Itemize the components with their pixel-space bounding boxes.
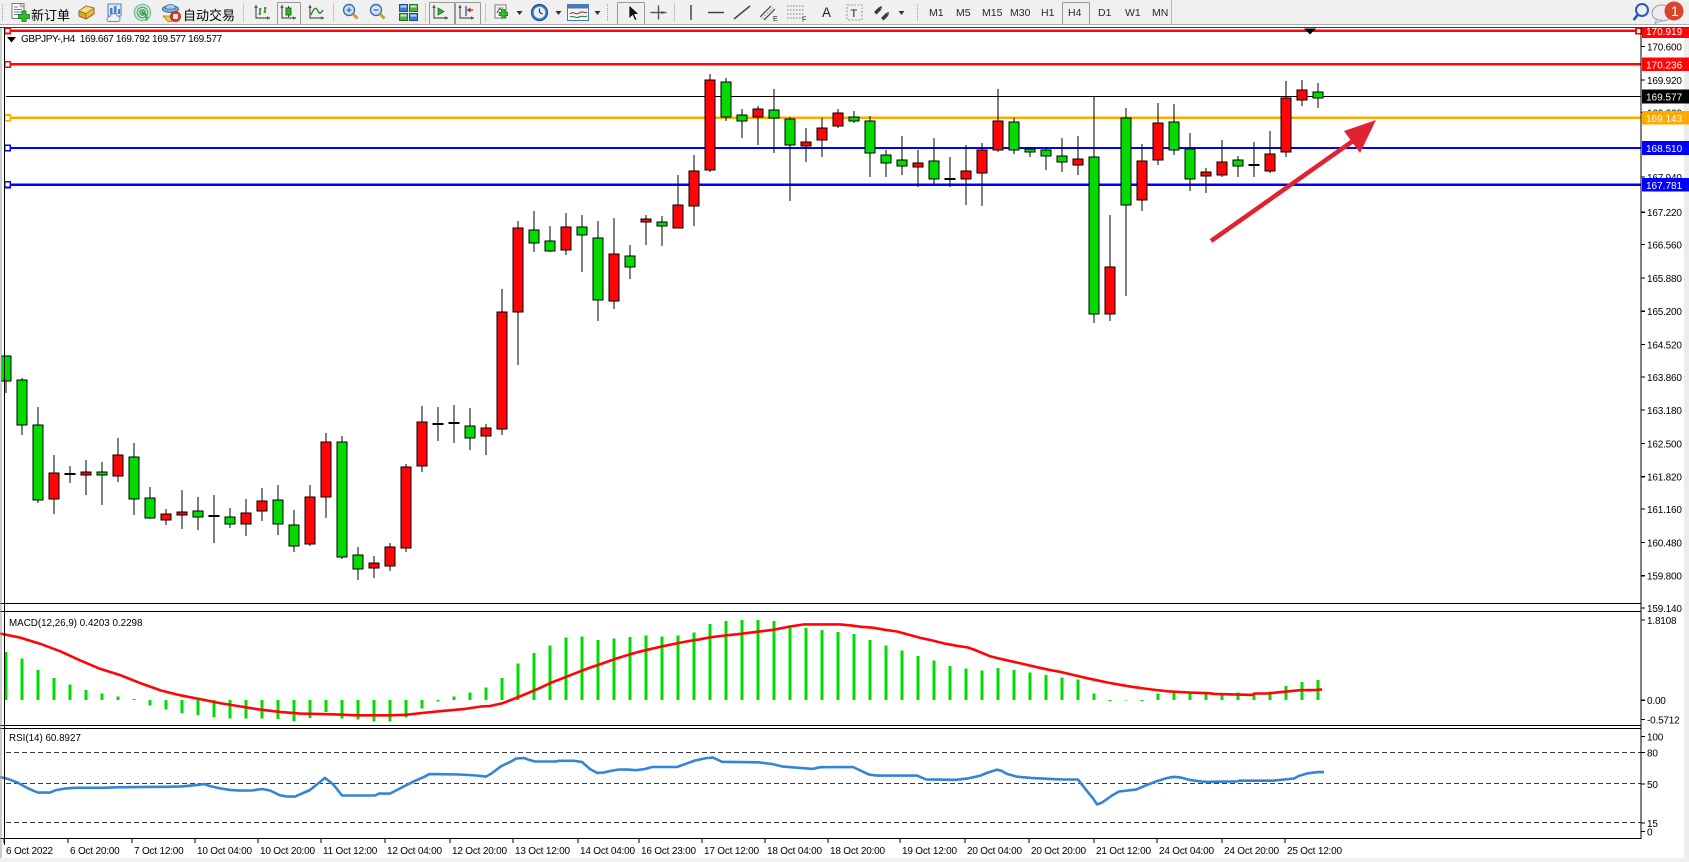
svg-text:12 Oct 04:00: 12 Oct 04:00 <box>387 846 442 857</box>
svg-text:159.140: 159.140 <box>1647 604 1682 615</box>
svg-text:168.510: 168.510 <box>1646 144 1683 155</box>
svg-text:11 Oct 12:00: 11 Oct 12:00 <box>323 846 378 857</box>
svg-text:T: T <box>851 8 858 20</box>
svg-text:160.480: 160.480 <box>1647 538 1682 549</box>
svg-text:18 Oct 20:00: 18 Oct 20:00 <box>830 846 885 857</box>
svg-text:169.920: 169.920 <box>1647 76 1682 87</box>
svg-text:167.220: 167.220 <box>1647 208 1682 219</box>
svg-text:161.820: 161.820 <box>1647 473 1682 484</box>
svg-text:12 Oct 20:00: 12 Oct 20:00 <box>452 846 507 857</box>
svg-text:13 Oct 12:00: 13 Oct 12:00 <box>515 846 570 857</box>
svg-text:RSI(14) 60.8927: RSI(14) 60.8927 <box>9 733 81 744</box>
svg-text:6 Oct 2022: 6 Oct 2022 <box>6 846 54 857</box>
svg-text:161.160: 161.160 <box>1647 505 1682 516</box>
svg-text:14 Oct 04:00: 14 Oct 04:00 <box>580 846 635 857</box>
svg-text:50: 50 <box>1647 780 1658 791</box>
svg-text:18 Oct 04:00: 18 Oct 04:00 <box>767 846 822 857</box>
svg-text:169.143: 169.143 <box>1646 114 1683 125</box>
svg-text:100: 100 <box>1647 733 1664 744</box>
svg-text:1.8108: 1.8108 <box>1647 616 1677 627</box>
svg-text:20 Oct 20:00: 20 Oct 20:00 <box>1031 846 1086 857</box>
svg-text:163.860: 163.860 <box>1647 373 1682 384</box>
svg-text:159.800: 159.800 <box>1647 572 1682 583</box>
svg-text:80: 80 <box>1647 748 1658 759</box>
svg-text:169.577: 169.577 <box>1646 93 1683 104</box>
svg-text:F: F <box>802 17 806 23</box>
svg-text:10 Oct 04:00: 10 Oct 04:00 <box>197 846 252 857</box>
svg-text:163.180: 163.180 <box>1647 406 1682 417</box>
svg-text:164.520: 164.520 <box>1647 341 1682 352</box>
svg-text:-0.5712: -0.5712 <box>1647 716 1680 727</box>
svg-text:166.560: 166.560 <box>1647 241 1682 252</box>
svg-text:15: 15 <box>1647 819 1658 830</box>
svg-text:162.500: 162.500 <box>1647 439 1682 450</box>
svg-text:16 Oct 23:00: 16 Oct 23:00 <box>641 846 696 857</box>
svg-text:24 Oct 20:00: 24 Oct 20:00 <box>1224 846 1279 857</box>
svg-text:21 Oct 12:00: 21 Oct 12:00 <box>1096 846 1151 857</box>
svg-text:10 Oct 20:00: 10 Oct 20:00 <box>260 846 315 857</box>
svg-text:6 Oct 20:00: 6 Oct 20:00 <box>70 846 120 857</box>
svg-text:MACD(12,26,9) 0.4203 0.2298: MACD(12,26,9) 0.4203 0.2298 <box>9 618 143 629</box>
svg-text:GBPJPY-,H4 169.667 169.792 16: GBPJPY-,H4 169.667 169.792 169.577 169.5… <box>21 34 223 45</box>
svg-text:170.919: 170.919 <box>1646 27 1683 38</box>
svg-text:1: 1 <box>1671 3 1679 19</box>
svg-text:165.880: 165.880 <box>1647 274 1682 285</box>
svg-text:19 Oct 12:00: 19 Oct 12:00 <box>902 846 957 857</box>
svg-text:20 Oct 04:00: 20 Oct 04:00 <box>967 846 1022 857</box>
svg-text:165.200: 165.200 <box>1647 307 1682 318</box>
svg-text:170.600: 170.600 <box>1647 43 1682 54</box>
svg-text:170.236: 170.236 <box>1646 61 1683 72</box>
svg-text:0.00: 0.00 <box>1647 696 1666 707</box>
svg-text:24 Oct 04:00: 24 Oct 04:00 <box>1159 846 1214 857</box>
svg-text:17 Oct 12:00: 17 Oct 12:00 <box>704 846 759 857</box>
svg-text:7 Oct 12:00: 7 Oct 12:00 <box>134 846 184 857</box>
svg-text:167.781: 167.781 <box>1646 181 1683 192</box>
svg-text:0: 0 <box>1647 828 1653 839</box>
svg-text:25 Oct 12:00: 25 Oct 12:00 <box>1287 846 1342 857</box>
svg-text:E: E <box>773 16 778 22</box>
